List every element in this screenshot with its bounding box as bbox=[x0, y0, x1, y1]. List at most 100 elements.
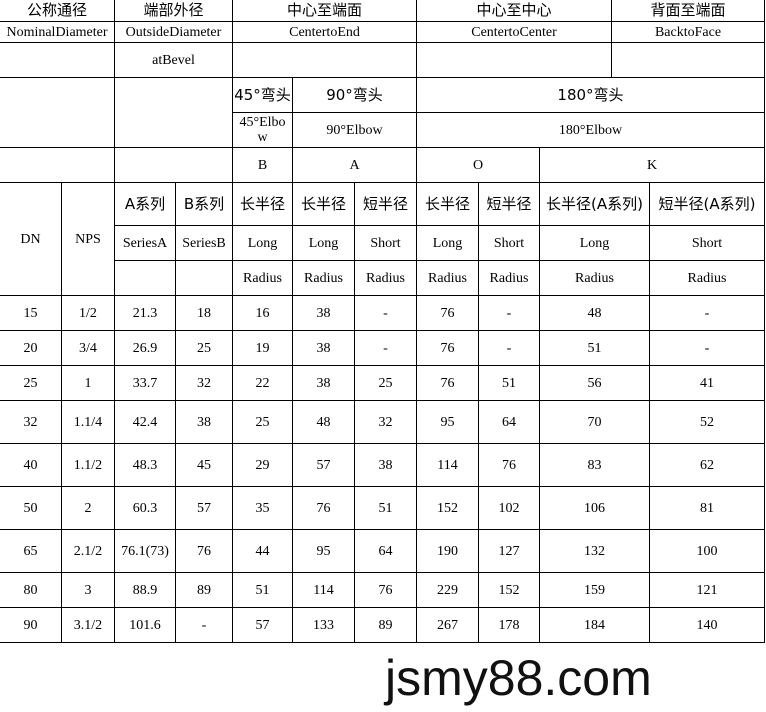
data-cell: 60.3 bbox=[114, 486, 176, 530]
data-cell: 89 bbox=[175, 572, 233, 608]
data-cell: 19 bbox=[232, 330, 293, 366]
header-180-elbow-en: 180°Elbow bbox=[416, 112, 765, 148]
subheader-cn: B系列 bbox=[175, 182, 233, 226]
data-cell: 267 bbox=[416, 607, 479, 643]
data-cell: 32 bbox=[354, 400, 417, 444]
data-cell: - bbox=[649, 330, 765, 366]
subheader-radius: Radius bbox=[292, 260, 355, 296]
data-cell: 44 bbox=[232, 529, 293, 573]
subheader-cn: 长半径 bbox=[416, 182, 479, 226]
data-cell: 65 bbox=[0, 529, 62, 573]
header-back-to-face-en: BacktoFace bbox=[611, 21, 765, 43]
data-cell: 3/4 bbox=[61, 330, 115, 366]
subheader-radius: Radius bbox=[416, 260, 479, 296]
data-cell: 26.9 bbox=[114, 330, 176, 366]
data-cell: 50 bbox=[0, 486, 62, 530]
header-center-to-center-cn: 中心至中心 bbox=[416, 0, 612, 22]
data-cell: 52 bbox=[649, 400, 765, 444]
data-cell: 29 bbox=[232, 443, 293, 487]
data-cell: 114 bbox=[416, 443, 479, 487]
header-center-to-center-en: CentertoCenter bbox=[416, 21, 612, 43]
subheader-cn: 短半径 bbox=[478, 182, 540, 226]
data-cell: 64 bbox=[354, 529, 417, 573]
header-back-to-face-cn: 背面至端面 bbox=[611, 0, 765, 22]
header-outside-en: OutsideDiameter bbox=[114, 21, 233, 43]
header-90-elbow-cn: 90°弯头 bbox=[292, 77, 417, 113]
data-cell: 32 bbox=[175, 365, 233, 401]
data-cell: 76.1(73) bbox=[114, 529, 176, 573]
data-cell: 83 bbox=[539, 443, 650, 487]
data-cell: 48.3 bbox=[114, 443, 176, 487]
data-cell: 1.1/2 bbox=[61, 443, 115, 487]
data-cell: 88.9 bbox=[114, 572, 176, 608]
data-cell: 106 bbox=[539, 486, 650, 530]
header-45-elbow-en: 45°Elbow bbox=[232, 112, 293, 148]
data-cell: 76 bbox=[175, 529, 233, 573]
blank-cell bbox=[416, 42, 612, 78]
subheader-en: Short bbox=[354, 225, 417, 261]
header-center-to-end-cn: 中心至端面 bbox=[232, 0, 417, 22]
data-cell: 121 bbox=[649, 572, 765, 608]
data-cell: 25 bbox=[0, 365, 62, 401]
data-cell: 76 bbox=[416, 365, 479, 401]
blank-cell bbox=[232, 42, 417, 78]
data-cell: 38 bbox=[354, 443, 417, 487]
data-cell: - bbox=[354, 330, 417, 366]
subheader-cn: 短半径 bbox=[354, 182, 417, 226]
header-45-elbow-cn: 45°弯头 bbox=[232, 77, 293, 113]
data-cell: 159 bbox=[539, 572, 650, 608]
data-cell: 95 bbox=[416, 400, 479, 444]
data-cell: 1.1/4 bbox=[61, 400, 115, 444]
subheader-radius bbox=[175, 260, 233, 296]
data-cell: 48 bbox=[292, 400, 355, 444]
data-cell: 15 bbox=[0, 295, 62, 331]
data-cell: 229 bbox=[416, 572, 479, 608]
data-cell: 45 bbox=[175, 443, 233, 487]
data-cell: 22 bbox=[232, 365, 293, 401]
header-outside-cn: 端部外径 bbox=[114, 0, 233, 22]
data-cell: 25 bbox=[232, 400, 293, 444]
data-cell: 38 bbox=[292, 365, 355, 401]
header-nominal-en: NominalDiameter bbox=[0, 21, 115, 43]
data-cell: - bbox=[478, 295, 540, 331]
data-cell: 48 bbox=[539, 295, 650, 331]
subheader-cn: 长半径 bbox=[292, 182, 355, 226]
data-cell: 18 bbox=[175, 295, 233, 331]
header-symbol-o: O bbox=[416, 147, 540, 183]
header-center-to-end-en: CentertoEnd bbox=[232, 21, 417, 43]
data-cell: - bbox=[649, 295, 765, 331]
data-cell: 38 bbox=[175, 400, 233, 444]
subheader-radius bbox=[114, 260, 176, 296]
data-cell: 140 bbox=[649, 607, 765, 643]
data-cell: 76 bbox=[292, 486, 355, 530]
data-cell: 16 bbox=[232, 295, 293, 331]
blank-cell bbox=[0, 147, 115, 183]
subheader-radius: Radius bbox=[539, 260, 650, 296]
data-cell: 2.1/2 bbox=[61, 529, 115, 573]
data-cell: 95 bbox=[292, 529, 355, 573]
data-cell: 51 bbox=[354, 486, 417, 530]
data-cell: 89 bbox=[354, 607, 417, 643]
data-cell: - bbox=[354, 295, 417, 331]
data-cell: 1/2 bbox=[61, 295, 115, 331]
data-cell: - bbox=[478, 330, 540, 366]
data-cell: 57 bbox=[175, 486, 233, 530]
data-cell: 76 bbox=[416, 330, 479, 366]
data-cell: 100 bbox=[649, 529, 765, 573]
data-cell: 20 bbox=[0, 330, 62, 366]
data-cell: 57 bbox=[232, 607, 293, 643]
data-cell: 114 bbox=[292, 572, 355, 608]
header-dn: DN bbox=[0, 182, 62, 296]
data-cell: 62 bbox=[649, 443, 765, 487]
header-nominal-cn: 公称通径 bbox=[0, 0, 115, 22]
subheader-radius: Radius bbox=[232, 260, 293, 296]
data-cell: 76 bbox=[478, 443, 540, 487]
data-cell: 33.7 bbox=[114, 365, 176, 401]
data-cell: 57 bbox=[292, 443, 355, 487]
header-90-elbow-en: 90°Elbow bbox=[292, 112, 417, 148]
data-cell: 41 bbox=[649, 365, 765, 401]
data-cell: 38 bbox=[292, 295, 355, 331]
blank-cell bbox=[114, 77, 233, 148]
data-cell: 64 bbox=[478, 400, 540, 444]
